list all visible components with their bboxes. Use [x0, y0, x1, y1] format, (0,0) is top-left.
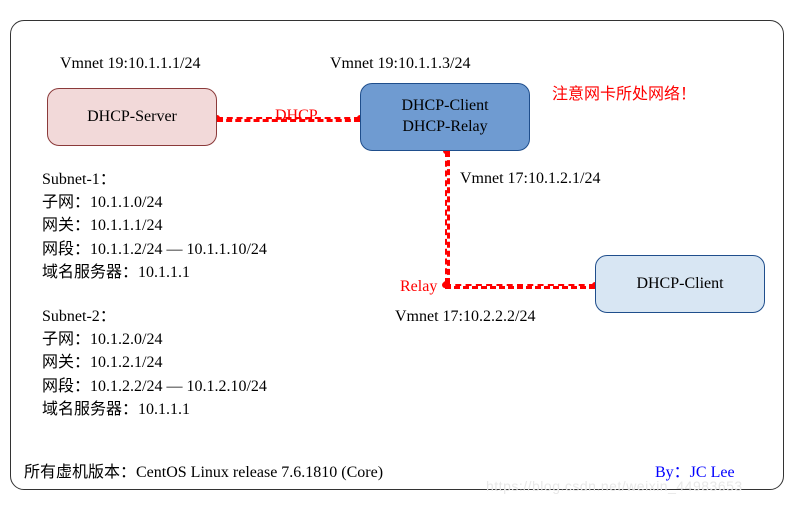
subnet-2-l4: 域名服务器：10.1.1.1 [42, 401, 190, 418]
subnet-2-block: Subnet-2： 子网：10.1.2.0/24 网关：10.1.2.1/24 … [42, 305, 267, 421]
node-dhcp-relay-line1: DHCP-Client [401, 96, 488, 117]
subnet-2-l2: 网关：10.1.2.1/24 [42, 354, 162, 371]
label-relay-interface-1: Vmnet 19:10.1.1.3/24 [330, 55, 470, 73]
subnet-2-title: Subnet-2： [42, 308, 116, 325]
label-warning: 注意网卡所处网络！ [552, 80, 696, 104]
conn-relay-client [445, 284, 595, 289]
subnet-1-l4: 域名服务器：10.1.1.1 [42, 264, 190, 281]
conn-relay-down [445, 151, 450, 284]
node-dhcp-client-label: DHCP-Client [636, 274, 723, 295]
label-footer-version: 所有虚机版本：CentOS Linux release 7.6.1810 (Co… [24, 458, 383, 482]
conn-dot-3a [442, 282, 448, 288]
label-client-interface: Vmnet 17:10.2.2.2/24 [395, 308, 535, 326]
label-server-interface: Vmnet 19:10.1.1.1/24 [60, 55, 200, 73]
node-dhcp-relay-line2: DHCP-Relay [402, 117, 487, 138]
subnet-1-title: Subnet-1： [42, 171, 116, 188]
subnet-1-l2: 网关：10.1.1.1/24 [42, 217, 162, 234]
watermark: https://blog.csdn.net/weixin_44983653 [486, 478, 743, 494]
label-dhcp: DHCP [275, 107, 318, 125]
label-relay: Relay [400, 278, 437, 296]
node-dhcp-client: DHCP-Client [595, 255, 765, 313]
subnet-1-l1: 子网：10.1.1.0/24 [42, 194, 162, 211]
subnet-1-l3: 网段：10.1.1.2/24 — 10.1.1.10/24 [42, 241, 267, 258]
node-dhcp-server-label: DHCP-Server [87, 107, 177, 128]
node-dhcp-server: DHCP-Server [47, 88, 217, 146]
subnet-1-block: Subnet-1： 子网：10.1.1.0/24 网关：10.1.1.1/24 … [42, 168, 267, 284]
label-relay-interface-2: Vmnet 17:10.1.2.1/24 [460, 170, 600, 188]
subnet-2-l3: 网段：10.1.2.2/24 — 10.1.2.10/24 [42, 378, 267, 395]
node-dhcp-relay: DHCP-Client DHCP-Relay [360, 83, 530, 151]
subnet-2-l1: 子网：10.1.2.0/24 [42, 331, 162, 348]
